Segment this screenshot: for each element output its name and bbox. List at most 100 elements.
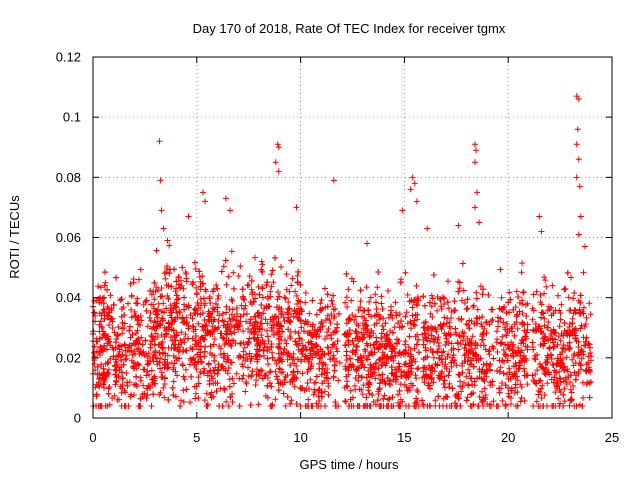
roti-point — [277, 380, 284, 387]
roti-point — [174, 314, 181, 321]
roti-point — [503, 321, 510, 328]
roti-point — [493, 328, 500, 335]
roti-point — [133, 330, 140, 337]
roti-point — [310, 391, 317, 398]
roti-point — [545, 318, 552, 325]
roti-point — [546, 344, 553, 351]
roti-point — [210, 288, 217, 295]
roti-point — [535, 378, 542, 385]
roti-point — [262, 316, 269, 323]
roti-point — [446, 368, 453, 375]
roti-point — [91, 343, 98, 350]
roti-point — [276, 293, 283, 300]
roti-point — [583, 381, 590, 388]
roti-point — [240, 339, 247, 346]
roti-point — [181, 294, 188, 301]
roti-point — [414, 302, 421, 309]
roti-point — [219, 310, 226, 317]
roti-point — [319, 323, 326, 330]
roti-peak-point — [293, 204, 300, 211]
roti-point — [189, 323, 196, 330]
roti-point — [128, 347, 135, 354]
roti-point — [466, 325, 473, 332]
roti-point — [275, 288, 282, 295]
roti-point — [547, 351, 554, 358]
roti-point — [583, 368, 590, 375]
roti-point — [152, 311, 159, 318]
roti-point — [302, 353, 309, 360]
roti-point — [444, 299, 451, 306]
roti-point — [411, 322, 418, 329]
roti-point — [365, 384, 372, 391]
roti-point — [405, 369, 412, 376]
roti-point — [392, 352, 399, 359]
roti-point — [152, 319, 159, 326]
roti-point — [136, 322, 143, 328]
roti-point — [104, 371, 111, 378]
roti-point — [580, 304, 587, 311]
roti-point — [270, 331, 277, 338]
roti-point — [570, 383, 577, 390]
roti-point — [177, 277, 184, 284]
roti-point — [470, 401, 477, 408]
roti-peak-point — [274, 141, 281, 148]
roti-point — [182, 331, 189, 338]
roti-point — [201, 302, 208, 309]
roti-point — [411, 317, 418, 324]
roti-point — [345, 371, 352, 378]
roti-point — [269, 349, 276, 356]
roti-point — [178, 397, 185, 404]
roti-point — [415, 336, 422, 343]
roti-point — [254, 366, 261, 373]
roti-point — [240, 348, 247, 355]
roti-point — [457, 383, 464, 390]
roti-point — [530, 346, 537, 353]
roti-point — [567, 386, 574, 393]
roti-point — [486, 351, 493, 358]
roti-point — [376, 316, 383, 323]
y-tick-label: 0.02 — [56, 350, 81, 365]
roti-point — [295, 305, 302, 312]
roti-point — [107, 292, 114, 299]
roti-point — [225, 402, 232, 409]
roti-point — [283, 340, 290, 347]
roti-point — [366, 390, 373, 397]
roti-point — [576, 306, 583, 313]
roti-point — [389, 329, 396, 336]
roti-point — [330, 306, 337, 313]
x-tick-label: 5 — [193, 430, 200, 445]
roti-point — [375, 268, 382, 275]
roti-point — [306, 310, 313, 317]
roti-point — [264, 320, 271, 327]
roti-point — [90, 349, 97, 356]
roti-point — [210, 367, 217, 374]
roti-point — [378, 300, 385, 307]
roti-point — [548, 304, 555, 311]
roti-point — [494, 367, 501, 374]
roti-point — [543, 364, 550, 371]
roti-point — [258, 266, 265, 273]
roti-point — [318, 320, 325, 327]
roti-point — [228, 296, 235, 303]
roti-point — [441, 384, 448, 391]
roti-point — [145, 360, 152, 367]
roti-point — [172, 368, 179, 375]
roti-point — [541, 392, 548, 398]
roti-point — [372, 291, 379, 298]
roti-point — [342, 398, 349, 405]
roti-point — [490, 345, 497, 352]
roti-point — [191, 383, 198, 390]
roti-point — [422, 344, 429, 351]
roti-peak-point — [575, 96, 582, 103]
roti-point — [115, 324, 122, 331]
roti-point — [217, 351, 224, 358]
roti-point — [291, 383, 298, 390]
roti-point — [497, 340, 504, 347]
roti-point — [133, 373, 140, 380]
roti-point — [225, 273, 232, 280]
roti-point — [243, 380, 250, 387]
roti-point — [511, 332, 518, 339]
roti-point — [430, 348, 437, 355]
roti-point — [192, 390, 199, 397]
roti-point — [147, 287, 154, 294]
